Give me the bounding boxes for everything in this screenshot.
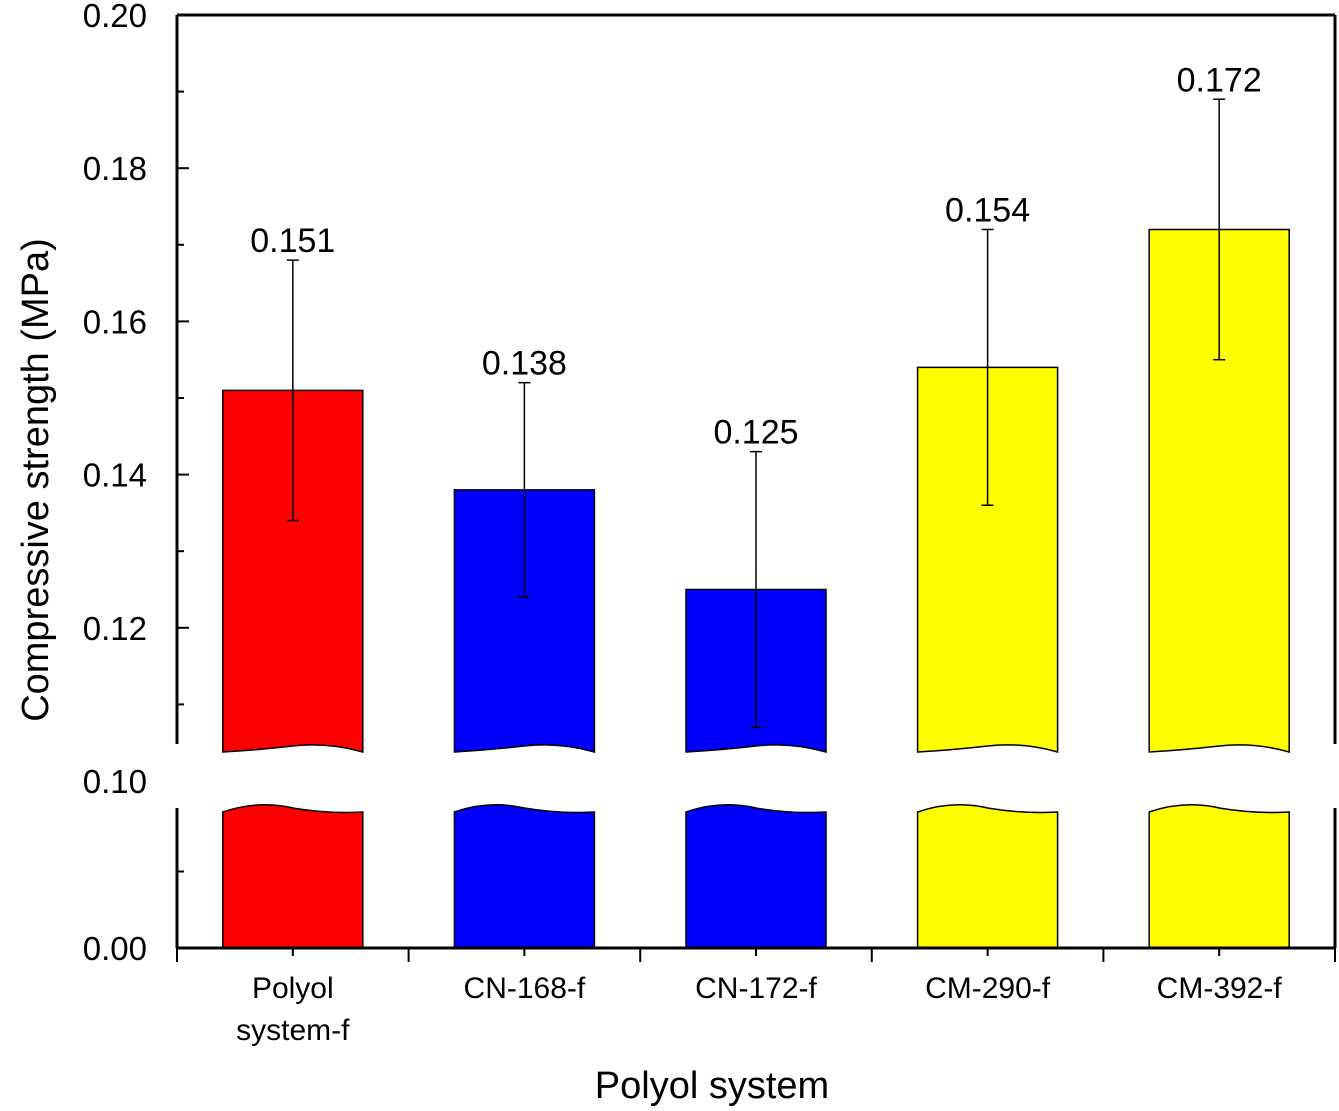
y-tick-label: 0.20	[83, 0, 147, 34]
x-tick-label: Polyol	[252, 972, 334, 1005]
x-tick-label: system-f	[236, 1014, 350, 1047]
data-label: 0.154	[945, 191, 1030, 229]
y-tick-label: 0.14	[83, 457, 147, 494]
y-tick-label: 0.00	[83, 930, 147, 967]
y-tick-label: 0.16	[83, 303, 147, 340]
bar-upper	[222, 389, 364, 753]
data-label: 0.138	[482, 345, 567, 383]
y-tick-label: 0.10	[83, 763, 147, 800]
bar-upper	[1148, 228, 1290, 753]
x-tick-label: CN-172-f	[695, 972, 817, 1005]
bar-lower	[222, 804, 364, 949]
bar-lower	[685, 804, 827, 949]
x-axis-label: Polyol system	[595, 1065, 829, 1107]
data-label: 0.151	[250, 222, 335, 260]
bar-upper	[453, 489, 596, 753]
bar-upper	[916, 366, 1059, 753]
bar-lower	[916, 804, 1059, 949]
bar-lower	[1148, 804, 1290, 949]
data-label: 0.125	[713, 414, 798, 452]
data-label: 0.172	[1177, 61, 1262, 99]
y-tick-label: 0.18	[83, 150, 147, 187]
x-tick-label: CM-392-f	[1157, 972, 1283, 1005]
bar-lower	[453, 804, 596, 949]
x-tick-label: CM-290-f	[925, 972, 1051, 1005]
y-axis-label: Compressive strength (MPa)	[15, 238, 57, 722]
y-tick-label: 0.12	[83, 610, 147, 647]
x-tick-label: CN-168-f	[464, 972, 586, 1005]
